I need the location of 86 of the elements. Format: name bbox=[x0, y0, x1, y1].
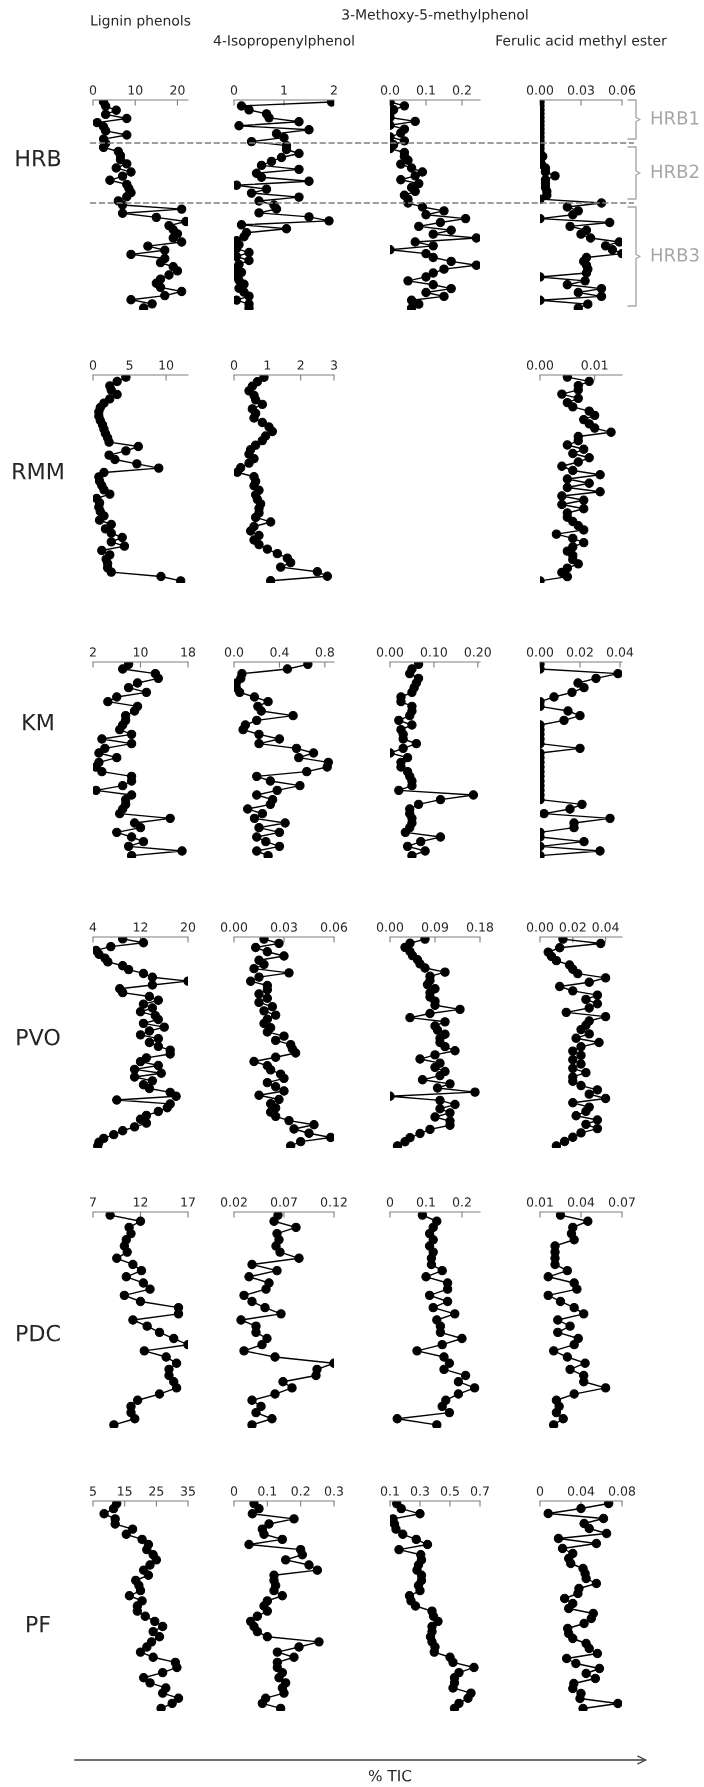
x-tick-label: 0 bbox=[536, 1486, 544, 1496]
x-tick-label: 0.3 bbox=[324, 1486, 343, 1496]
x-tick-label: 0.1 bbox=[380, 1486, 399, 1496]
x-tick-label: 20 bbox=[180, 922, 196, 932]
x-tick-label: 1 bbox=[281, 85, 287, 95]
x-tick-label: 0.04 bbox=[606, 647, 634, 657]
x-tick-label: 4 bbox=[89, 922, 97, 932]
x-tick-label: 7 bbox=[90, 1197, 96, 1207]
y-axis-title: RMM bbox=[13, 462, 63, 480]
x-tick-label: 0.01 bbox=[526, 1197, 553, 1207]
x-tick-label: 0.1 bbox=[258, 1486, 277, 1496]
x-tick-label: 0.01 bbox=[581, 360, 608, 370]
x-tick-label: 35 bbox=[181, 1486, 195, 1496]
y-axis-title: KM bbox=[23, 713, 53, 731]
x-tick-label: 0.07 bbox=[270, 1197, 297, 1207]
x-tick-label: 0.06 bbox=[608, 85, 636, 95]
x-tick-label: 0 bbox=[89, 360, 97, 370]
x-tick-label: 0.00 bbox=[526, 85, 554, 95]
x-tick-label: 0.02 bbox=[566, 647, 593, 657]
x-tick-label: 0.8 bbox=[315, 647, 334, 657]
x-tick-label: 0.0 bbox=[224, 647, 244, 657]
x-tick-label: 3 bbox=[330, 360, 337, 370]
x-tick-label: 10 bbox=[159, 360, 174, 370]
x-tick-label: 12 bbox=[133, 922, 148, 932]
x-tick-label: 20 bbox=[170, 85, 185, 95]
y-axis-title: PVO bbox=[17, 1028, 60, 1046]
x-tick-label: 0 bbox=[230, 85, 238, 95]
x-tick-label: 0.2 bbox=[291, 1486, 310, 1496]
y-axis-title: PDC bbox=[17, 1324, 60, 1342]
text: % TIC bbox=[368, 1769, 412, 1782]
x-tick-label: 0.7 bbox=[470, 1486, 489, 1496]
text: HRB1 bbox=[651, 111, 699, 125]
x-tick-label: 0.00 bbox=[526, 647, 554, 657]
chart-title: Lignin phenols bbox=[91, 14, 191, 29]
x-tick-label: 10 bbox=[133, 647, 148, 657]
x-tick-label: 0.03 bbox=[567, 85, 594, 95]
x-tick-label: 0.06 bbox=[320, 922, 348, 932]
chart-title: 3-Methoxy-5-methylphenol bbox=[342, 8, 528, 23]
y-axis-title: PF bbox=[27, 1615, 50, 1633]
x-tick-label: 0.00 bbox=[376, 922, 404, 932]
x-tick-label: 0.04 bbox=[592, 922, 619, 932]
x-tick-label: 0.07 bbox=[608, 1197, 635, 1207]
text: HRB2 bbox=[651, 164, 699, 178]
x-tick-label: 0.02 bbox=[559, 922, 586, 932]
chart-title: Ferulic acid methyl ester bbox=[496, 34, 667, 49]
x-tick-label: 15 bbox=[118, 1486, 132, 1496]
text: HRB3 bbox=[651, 248, 699, 262]
x-tick-label: 12 bbox=[133, 1197, 148, 1207]
x-tick-label: 0.04 bbox=[567, 1486, 595, 1496]
x-tick-label: 0.10 bbox=[420, 647, 447, 657]
x-tick-label: 0.00 bbox=[376, 647, 404, 657]
x-tick-label: 0.0 bbox=[380, 85, 400, 95]
x-tick-label: 5 bbox=[89, 1486, 96, 1496]
x-tick-label: 2 bbox=[297, 360, 304, 370]
x-tick-label: 0.1 bbox=[416, 1197, 435, 1207]
x-tick-label: 0.2 bbox=[452, 85, 471, 95]
x-tick-label: 25 bbox=[149, 1486, 164, 1496]
x-tick-label: 0.02 bbox=[220, 1197, 247, 1207]
x-tick-label: 0.12 bbox=[320, 1197, 347, 1207]
x-tick-label: 0.00 bbox=[220, 922, 248, 932]
x-tick-label: 0.08 bbox=[608, 1486, 636, 1496]
x-tick-label: 1 bbox=[264, 360, 271, 370]
chart-title: 4-Isopropenylphenol bbox=[213, 34, 354, 49]
x-tick-label: 0.00 bbox=[526, 922, 554, 932]
x-tick-label: 0.20 bbox=[464, 647, 491, 657]
x-tick-label: 0.1 bbox=[416, 85, 435, 95]
x-tick-label: 0.2 bbox=[452, 1197, 471, 1207]
x-tick-label: 0.03 bbox=[270, 922, 297, 932]
x-tick-label: 0.09 bbox=[421, 922, 449, 932]
x-tick-label: 0.04 bbox=[567, 1197, 595, 1207]
x-tick-label: 0.00 bbox=[526, 360, 554, 370]
x-tick-label: 0.18 bbox=[466, 922, 494, 932]
x-tick-label: 0 bbox=[89, 85, 97, 95]
x-tick-label: 0 bbox=[230, 360, 238, 370]
x-tick-label: 10 bbox=[128, 85, 143, 95]
x-tick-label: 0.3 bbox=[410, 1486, 429, 1496]
x-tick-label: 5 bbox=[126, 360, 133, 370]
x-tick-label: 18 bbox=[181, 647, 196, 657]
y-axis-title: HRB bbox=[16, 149, 61, 167]
x-tick-label: 2 bbox=[89, 647, 96, 657]
x-tick-label: 0 bbox=[230, 1486, 238, 1496]
x-tick-label: 2 bbox=[330, 85, 337, 95]
x-tick-label: 0.4 bbox=[270, 647, 289, 657]
x-tick-label: 0 bbox=[386, 1197, 394, 1207]
x-tick-label: 17 bbox=[181, 1197, 195, 1207]
x-tick-label: 0.5 bbox=[440, 1486, 459, 1496]
